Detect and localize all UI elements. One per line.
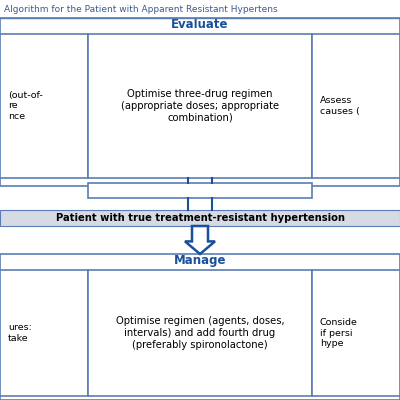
- Text: Manage: Manage: [174, 254, 226, 267]
- Text: Assess
causes (: Assess causes (: [320, 96, 360, 116]
- Bar: [312, 270, 400, 396]
- Text: ures:
take: ures: take: [8, 323, 32, 343]
- Text: Patient with true treatment-resistant hypertension: Patient with true treatment-resistant hy…: [56, 213, 344, 223]
- Bar: [0, 18, 400, 186]
- Polygon shape: [185, 226, 215, 254]
- Bar: [0, 34, 88, 178]
- Text: Conside
if persi
hype: Conside if persi hype: [320, 318, 358, 348]
- Bar: [0, 254, 400, 400]
- Text: (out-of-
re
nce: (out-of- re nce: [8, 91, 43, 121]
- Bar: [0, 270, 88, 396]
- Text: Evaluate: Evaluate: [171, 18, 229, 31]
- Bar: [88, 183, 312, 198]
- Bar: [0, 210, 400, 226]
- Bar: [88, 270, 312, 396]
- Text: Algorithm for the Patient with Apparent Resistant Hypertens: Algorithm for the Patient with Apparent …: [4, 6, 278, 14]
- Bar: [88, 34, 312, 178]
- Text: Continued uncontrolled blood pressure: Continued uncontrolled blood pressure: [90, 186, 310, 196]
- Text: Optimise three-drug regimen
(appropriate doses; appropriate
combination): Optimise three-drug regimen (appropriate…: [121, 89, 279, 122]
- Bar: [312, 34, 400, 178]
- Text: Optimise regimen (agents, doses,
intervals) and add fourth drug
(preferably spir: Optimise regimen (agents, doses, interva…: [116, 316, 284, 350]
